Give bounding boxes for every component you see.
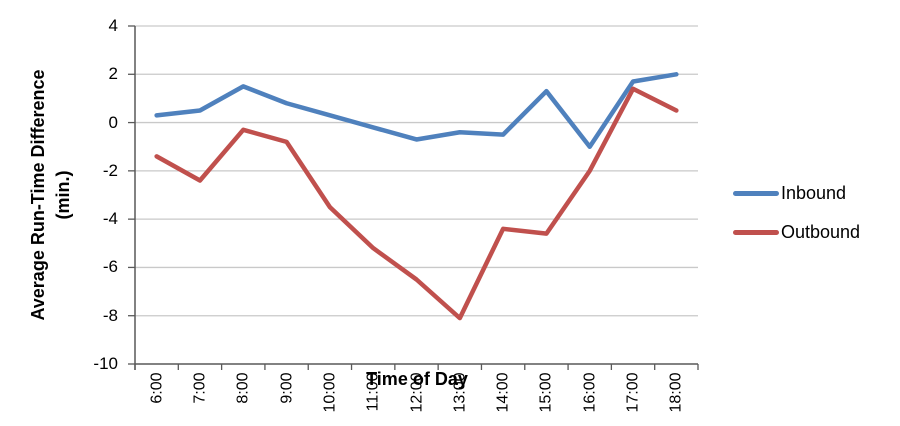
y-tick-label: -6: [102, 257, 118, 277]
x-tick-label: 7:00: [191, 372, 209, 404]
y-tick-label: 4: [108, 16, 118, 35]
x-tick-label: 16:00: [581, 372, 599, 413]
y-tick-label: -10: [93, 354, 118, 373]
y-axis-title: Average Run-Time Difference (min.): [28, 69, 73, 321]
x-tick-label: 8:00: [234, 372, 252, 404]
inbound-line-marker: [733, 190, 779, 196]
x-tick-label: 10:00: [321, 372, 339, 413]
y-tick-label: -2: [102, 160, 118, 180]
legend-label-outbound: Outbound: [781, 221, 861, 242]
legend: Inbound Outbound: [733, 182, 860, 260]
x-tick-label: 12:00: [408, 372, 425, 413]
y-tick-label: 2: [108, 64, 118, 84]
x-tick-label: 17:00: [624, 372, 642, 413]
x-tick-label: 11:00: [364, 372, 382, 412]
legend-item-outbound: Outbound: [733, 221, 860, 243]
x-axis-title: Time of Day: [366, 369, 468, 389]
legend-item-inbound: Inbound: [733, 182, 860, 204]
x-tick-label: 15:00: [537, 372, 555, 413]
y-tick-label: 0: [108, 112, 118, 132]
x-tick-label: 14:00: [494, 372, 512, 413]
outbound-line-marker: [733, 229, 779, 235]
y-tick-label: -8: [102, 305, 118, 325]
x-tick-label: 9:00: [278, 372, 296, 404]
x-tick-label: 18:00: [667, 372, 685, 413]
x-tick-label: 13:00: [451, 372, 469, 413]
y-tick-label: -4: [102, 209, 118, 229]
legend-label-inbound: Inbound: [781, 182, 847, 203]
x-tick-label: 6:00: [148, 372, 166, 404]
